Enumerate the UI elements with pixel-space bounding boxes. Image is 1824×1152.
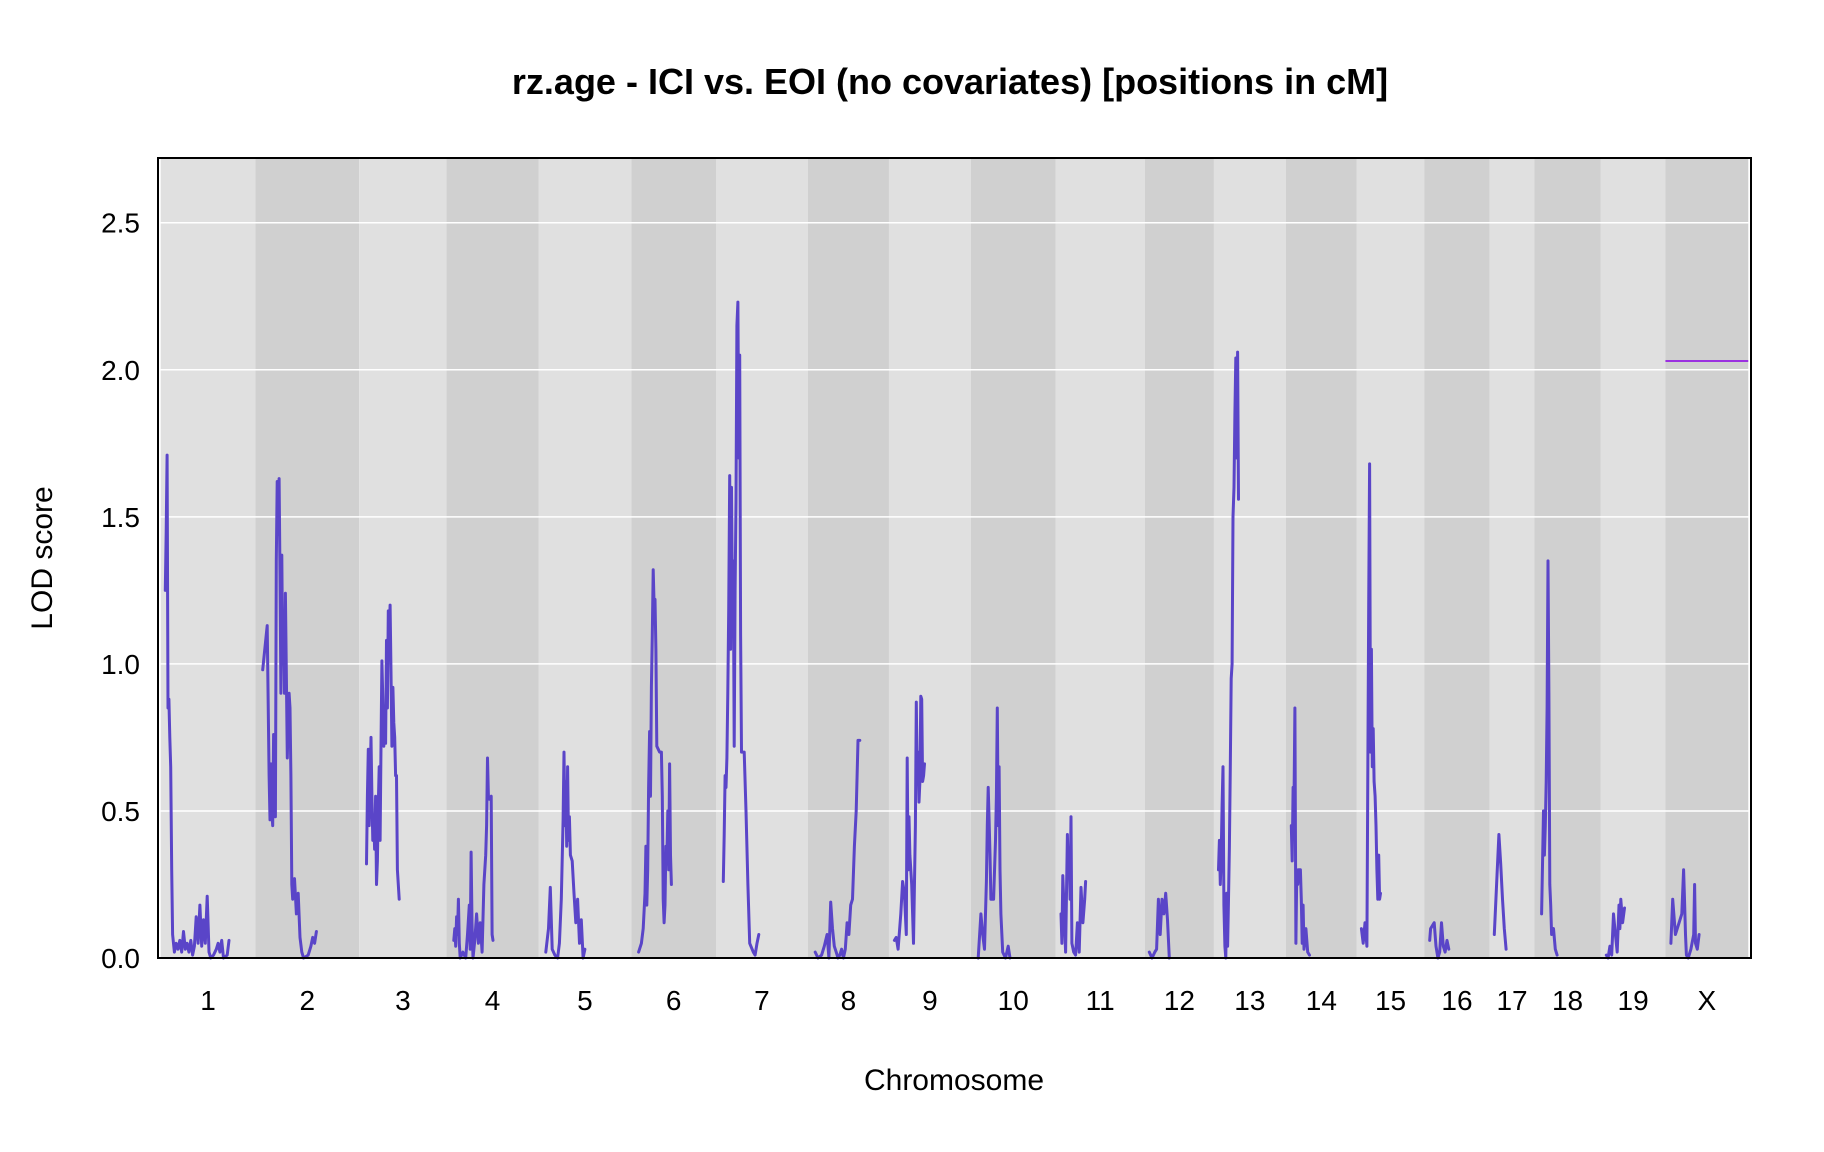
lod-line-chr-1 <box>163 453 231 960</box>
x-tick-label-16: 16 <box>1441 985 1472 1016</box>
lod-line-chr-11 <box>1059 815 1088 957</box>
chromosome-band-12 <box>1144 158 1214 958</box>
x-tick-label-17: 17 <box>1496 985 1527 1016</box>
chart-title: rz.age - ICI vs. EOI (no covariates) [po… <box>512 61 1388 102</box>
x-tick-label-12: 12 <box>1164 985 1195 1016</box>
chromosome-bands <box>160 158 1749 958</box>
x-tick-label-19: 19 <box>1618 985 1649 1016</box>
lod-line-chr-12 <box>1147 891 1171 960</box>
x-tick-label-3: 3 <box>395 985 411 1016</box>
lod-line-chr-14 <box>1289 706 1311 957</box>
chromosome-band-8 <box>807 158 889 958</box>
chromosome-band-6 <box>631 158 717 958</box>
lod-line-chr-8 <box>813 738 862 960</box>
lod-line-chr-18 <box>1540 559 1559 957</box>
chromosome-band-13 <box>1213 158 1286 958</box>
chromosome-band-19 <box>1600 158 1666 958</box>
x-tick-label-18: 18 <box>1552 985 1583 1016</box>
y-axis-label: LOD score <box>26 486 59 629</box>
chromosome-band-16 <box>1424 158 1490 958</box>
lod-line-chr-15 <box>1359 462 1382 948</box>
plot-frame <box>157 157 1752 959</box>
chromosome-band-9 <box>888 158 971 958</box>
lod-line-chr-2 <box>261 477 318 960</box>
y-axis: 0.0 0.5 1.0 1.5 2.0 2.5 <box>101 208 140 974</box>
lod-line-chr-9 <box>892 694 926 951</box>
lod-line-chr-7 <box>721 300 761 957</box>
lod-line-chr-17 <box>1492 833 1508 951</box>
y-tick-label-2.5: 2.5 <box>101 208 140 239</box>
lod-line-chr-X <box>1669 868 1701 960</box>
lod-line-chr-19 <box>1604 897 1626 960</box>
x-tick-label-4: 4 <box>485 985 501 1016</box>
lod-line-chr-4 <box>452 756 495 960</box>
y-tick-label-1.5: 1.5 <box>101 502 140 533</box>
x-tick-label-6: 6 <box>666 985 682 1016</box>
x-tick-label-10: 10 <box>998 985 1029 1016</box>
chromosome-band-2 <box>255 158 360 958</box>
x-tick-label-8: 8 <box>841 985 857 1016</box>
chromosome-band-10 <box>970 158 1056 958</box>
x-tick-label-1: 1 <box>200 985 216 1016</box>
y-tick-label-1.0: 1.0 <box>101 649 140 680</box>
x-tick-label-9: 9 <box>922 985 938 1016</box>
lod-line-chr-6 <box>637 568 673 954</box>
y-tick-label-0.5: 0.5 <box>101 796 140 827</box>
chromosome-band-1 <box>160 158 256 958</box>
x-tick-label-11: 11 <box>1086 985 1115 1016</box>
chromosome-band-5 <box>538 158 632 958</box>
x-axis: 1 2 3 4 5 6 7 8 9 10 11 12 13 14 15 16 17 18 19 X <box>200 985 1716 1016</box>
y-tick-label-2.0: 2.0 <box>101 355 140 386</box>
lod-line-chr-16 <box>1428 921 1451 960</box>
x-tick-label-15: 15 <box>1375 985 1406 1016</box>
chromosome-band-14 <box>1285 158 1357 958</box>
y-tick-label-0.0: 0.0 <box>101 943 140 974</box>
x-tick-label-14: 14 <box>1306 985 1337 1016</box>
x-axis-label: Chromosome <box>864 1064 1044 1097</box>
chromosome-band-X <box>1665 158 1749 958</box>
x-tick-label-5: 5 <box>577 985 593 1016</box>
lod-series <box>163 300 1701 960</box>
x-tick-label-7: 7 <box>754 985 770 1016</box>
lod-line-chr-3 <box>365 603 401 901</box>
lod-line-chr-10 <box>976 706 1012 960</box>
chromosome-band-17 <box>1489 158 1535 958</box>
x-tick-label-13: 13 <box>1234 985 1265 1016</box>
x-tick-label-X: X <box>1698 985 1717 1016</box>
lod-line-chr-5 <box>544 750 587 960</box>
x-tick-label-2: 2 <box>299 985 315 1016</box>
lod-line-chr-13 <box>1217 350 1240 960</box>
